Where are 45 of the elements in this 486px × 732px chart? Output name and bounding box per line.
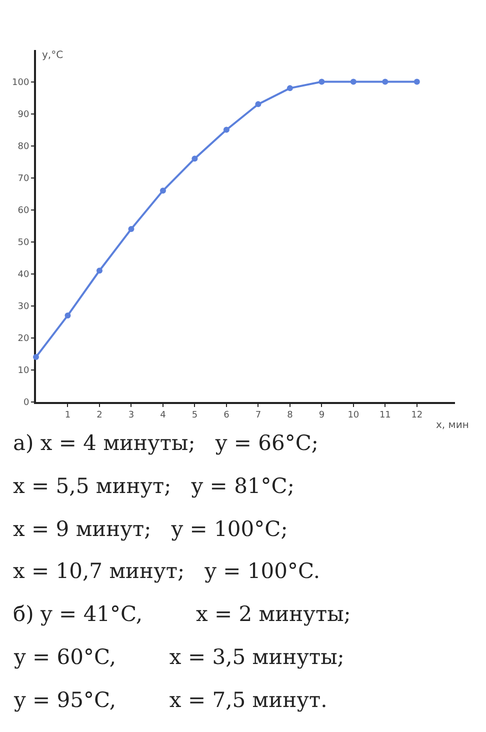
point [318,78,325,85]
point [96,268,102,274]
text: x = 10,7 минут; y = 100°C. [13,559,320,583]
point [350,78,356,85]
x-tick-label: 8 [287,410,294,421]
y-tick-label: 10 [18,366,30,376]
text: x = 5,5 минут; y = 81°C; [13,474,294,498]
x-tick-label: 10 [348,410,360,421]
y-tick-label: 90 [18,110,30,120]
point [33,354,39,360]
x-tick-label: 9 [318,410,325,421]
x-tick-label: 11 [379,410,391,421]
y-tick-label: 40 [18,270,30,280]
x-tick-label: 7 [255,410,262,421]
y-tick-label: 20 [18,334,30,344]
x-tick-label: 4 [160,410,166,421]
y-axis-title: y,°C [42,50,64,61]
point [128,226,134,232]
y-tick-label: 100 [12,78,30,88]
y-tick-label: 80 [18,142,30,152]
point [255,101,262,108]
x-tick-label: 2 [96,410,102,421]
x-tick-label: 5 [192,410,198,421]
text: x = 9 минут; y = 100°C; [13,517,288,541]
text: y = 95°C, x = 7,5 минут. [13,688,328,712]
x-tick-label: 1 [64,410,71,421]
text: y = 60°C, x = 3,5 минуты; [13,645,344,669]
point [192,156,198,162]
y-tick-label: 50 [18,238,30,248]
y-tick-label: 30 [18,302,30,312]
point [382,78,388,85]
text: б) y = 41°C, x = 2 минуты; [13,602,351,626]
y-tick-label: 60 [18,206,30,216]
point [223,126,230,133]
y-tick-label: 70 [18,174,30,184]
text: а) x = 4 минуты; y = 66°C; [13,431,319,455]
x-tick-label: 3 [128,410,134,421]
point [160,188,166,194]
x-tick-label: 12 [411,410,423,421]
y-tick-label: 0 [23,398,30,408]
point [286,85,293,92]
point [64,312,71,318]
x-tick-label: 6 [224,410,230,421]
x-axis-title: x, мин [436,420,469,431]
point [414,78,420,85]
